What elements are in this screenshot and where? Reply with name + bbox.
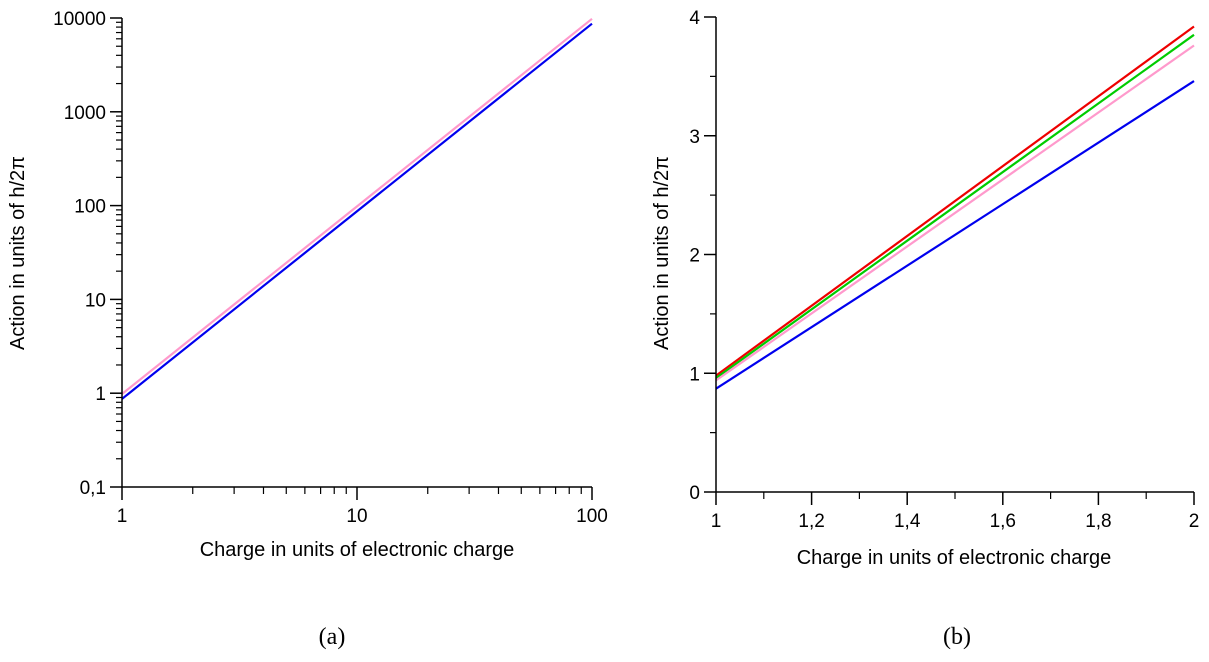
- chart-b-caption: (b): [943, 624, 971, 650]
- chart-b-x-tick-label: 1: [711, 511, 722, 532]
- chart-a-x-ticks: 1 10 100: [117, 487, 608, 527]
- chart-a-y-axis-title: Action in units of h/2π: [7, 156, 29, 350]
- chart-b-y-axis-title: Action in units of h/2π: [651, 156, 673, 350]
- chart-b-x-tick-label: 1,8: [1085, 511, 1111, 532]
- chart-b-x-tick-label: 1,4: [894, 511, 921, 532]
- chart-a-y-ticks: 0,1 1 10 100 1000 10000: [53, 9, 122, 499]
- chart-a-x-tick-label: 100: [576, 506, 608, 527]
- chart-a-caption: (a): [319, 624, 346, 650]
- chart-b-y-ticks: 0 1 2 3 4: [689, 8, 716, 504]
- chart-b-y-tick-label: 0: [689, 483, 700, 504]
- chart-a-y-tick-label: 10: [85, 290, 106, 311]
- chart-b-x-tick-label: 2: [1189, 511, 1200, 532]
- chart-a-series-line-1: [121, 22, 593, 400]
- chart-a-x-tick-label: 1: [117, 506, 128, 527]
- chart-b-plot-lines: [715, 25, 1195, 390]
- chart-b-x-tick-label: 1,2: [798, 511, 824, 532]
- chart-a-y-tick-label: 10000: [53, 9, 106, 30]
- chart-a-y-tick-label: 100: [74, 197, 106, 218]
- chart-b-series-line-1: [715, 33, 1195, 379]
- chart-a-x-axis-title: Charge in units of electronic charge: [200, 539, 515, 561]
- chart-a-y-tick-label: 1: [95, 384, 106, 405]
- chart-b-y-tick-label: 4: [689, 8, 700, 29]
- chart-a: 1 10 100 0,1 1 10 100 1000 10000 Charge in unit…: [7, 9, 608, 650]
- chart-a-series-line-0: [121, 17, 593, 395]
- chart-b-series-line-3: [715, 80, 1195, 390]
- chart-b-x-ticks: 1 1,2 1,4 1,6 1,8 2: [711, 492, 1200, 532]
- chart-b-series-line-0: [715, 25, 1195, 377]
- chart-a-y-tick-label: 0,1: [80, 478, 106, 499]
- chart-b-series-line-2: [715, 44, 1195, 382]
- chart-a-y-tick-label: 1000: [64, 103, 106, 124]
- chart-a-x-tick-label: 10: [346, 506, 367, 527]
- chart-b-x-axis-title: Charge in units of electronic charge: [797, 547, 1112, 569]
- chart-a-plot-lines: [121, 17, 593, 400]
- chart-b-y-tick-label: 3: [689, 127, 700, 148]
- chart-b-y-tick-label: 1: [689, 364, 700, 385]
- chart-b-x-tick-label: 1,6: [990, 511, 1016, 532]
- chart-b-y-tick-label: 2: [689, 246, 700, 267]
